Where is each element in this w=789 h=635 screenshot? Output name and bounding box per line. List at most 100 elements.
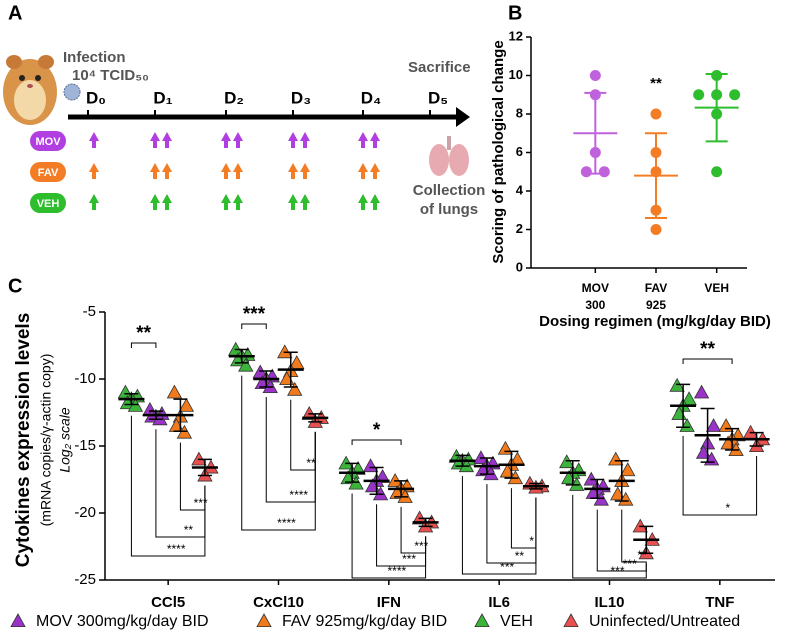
group-label: VEH xyxy=(37,198,60,210)
x-tick-label: 925 xyxy=(646,298,666,312)
error-bar xyxy=(504,450,519,479)
error-bar xyxy=(124,392,139,406)
y-axis-subtitle: (mRNA copies/γ-actin copy) xyxy=(38,354,54,527)
error-bar xyxy=(725,427,740,451)
x-tick-label: CCl5 xyxy=(151,594,185,611)
data-point xyxy=(178,397,195,412)
x-tick-label: IL10 xyxy=(594,594,624,611)
dose-arrow xyxy=(233,194,243,210)
dose-arrow xyxy=(162,132,172,148)
data-point xyxy=(589,70,601,81)
legend-label: FAV 925mg/kg/day BID xyxy=(282,613,447,630)
data-point xyxy=(679,418,695,432)
error-bar xyxy=(528,482,543,490)
data-point xyxy=(580,166,592,178)
error-bar xyxy=(369,466,384,495)
panel-letter: C xyxy=(8,275,22,297)
x-tick-label: CxCl10 xyxy=(253,594,304,611)
day-label: D₀ xyxy=(86,88,106,107)
legend-marker xyxy=(563,613,579,627)
error-bar xyxy=(584,91,607,175)
group-pill xyxy=(30,131,66,151)
legend-marker xyxy=(474,613,490,627)
y-tick-label: 4 xyxy=(516,182,524,197)
day-label: D₃ xyxy=(291,88,311,107)
error-bar xyxy=(308,413,323,423)
significance-label: **** xyxy=(167,542,186,556)
error-bar xyxy=(197,458,212,477)
legend-marker xyxy=(10,613,26,627)
dose-arrow xyxy=(89,163,99,179)
y-tick-label: -5 xyxy=(83,303,96,320)
error-bar xyxy=(148,410,163,420)
dose-arrow xyxy=(233,163,243,179)
day-label: D₄ xyxy=(361,88,381,107)
collection-label: Collection xyxy=(413,182,486,199)
x-tick-label: FAV xyxy=(645,281,667,295)
significance-bracket xyxy=(241,375,316,531)
dose-arrow xyxy=(221,132,231,148)
data-point xyxy=(650,224,662,235)
data-point xyxy=(693,89,705,101)
group-label: FAV xyxy=(38,167,59,179)
legend-label: VEH xyxy=(500,613,533,630)
dose-arrow xyxy=(89,194,99,210)
significance-bracket xyxy=(241,323,267,329)
dose-arrow xyxy=(370,132,380,148)
y-tick-label: 2 xyxy=(516,221,523,236)
significance-label: *** xyxy=(610,564,624,578)
significance-bracket xyxy=(621,509,647,564)
x-tick-label: MOV xyxy=(582,281,609,295)
data-point xyxy=(718,418,734,432)
data-point xyxy=(238,357,254,372)
dose-arrow xyxy=(150,163,160,179)
x-tick-label: IL6 xyxy=(488,594,510,611)
dose-arrow xyxy=(370,163,380,179)
error-bar xyxy=(173,398,188,433)
y-tick-label: -20 xyxy=(74,504,96,521)
significance-bracket xyxy=(461,476,537,575)
significance-label: **** xyxy=(289,488,308,502)
y-tick-label: -15 xyxy=(74,437,96,454)
error-bar xyxy=(676,383,691,428)
sacrifice-label: Sacrifice xyxy=(408,59,471,76)
dose-arrow xyxy=(150,132,160,148)
significance-bracket xyxy=(572,494,647,579)
significance-label: ** xyxy=(515,549,525,563)
error-bar xyxy=(614,459,629,502)
data-point xyxy=(287,381,303,396)
significance-bracket xyxy=(682,435,758,516)
dose-arrow xyxy=(162,194,172,210)
dose-arrow xyxy=(300,194,310,210)
significance-label: *** xyxy=(414,539,428,553)
significance-label: * xyxy=(373,420,381,441)
dose-arrow xyxy=(300,163,310,179)
legend-label: Uninfected/Untreated xyxy=(589,613,740,630)
significance-bracket xyxy=(130,342,157,348)
significance-label: ** xyxy=(650,75,662,92)
group-label: MOV xyxy=(35,136,61,148)
legend-marker xyxy=(256,613,272,627)
dose-label: 10⁴ TCID₅₀ xyxy=(72,67,149,84)
significance-label: ** xyxy=(136,323,151,344)
collection-label: of lungs xyxy=(420,201,478,218)
significance-bracket xyxy=(351,439,402,445)
y-axis-title: Scoring of pathological change xyxy=(490,40,507,263)
dose-arrow xyxy=(162,163,172,179)
dose-arrow xyxy=(358,163,368,179)
error-bar xyxy=(345,462,360,483)
y-axis-subtitle: Log₂ scale xyxy=(57,407,73,472)
y-tick-label: 12 xyxy=(509,28,523,43)
y-tick-label: 8 xyxy=(516,105,523,120)
significance-label: ** xyxy=(306,456,316,470)
y-tick-label: -25 xyxy=(74,571,96,588)
y-tick-label: 6 xyxy=(516,144,523,159)
x-tick-label: IFN xyxy=(377,594,401,611)
day-label: D₅ xyxy=(428,88,448,107)
significance-label: * xyxy=(529,534,534,548)
dose-arrow xyxy=(358,194,368,210)
day-label: D₁ xyxy=(153,88,172,107)
significance-label: * xyxy=(725,501,730,515)
lungs-icon xyxy=(429,136,469,176)
dose-arrow xyxy=(300,132,310,148)
